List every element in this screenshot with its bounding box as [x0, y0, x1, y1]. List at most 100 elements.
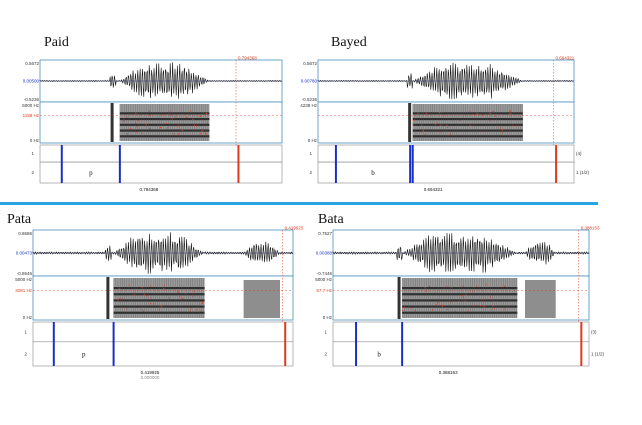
formant-dot [150, 297, 152, 299]
formant-dot [133, 294, 135, 296]
formant-dot [476, 131, 478, 133]
formant-dot [150, 285, 152, 287]
formant-dot [454, 310, 456, 312]
tier-2-frame [332, 341, 590, 367]
tier-1-frame [39, 144, 283, 163]
formant-dot [421, 124, 423, 126]
segment-label: b [377, 350, 381, 358]
burst-bar [397, 277, 401, 319]
segment-label: b [371, 169, 375, 177]
formant-dot [441, 304, 444, 306]
formant-dot [175, 115, 177, 117]
formant-dot [137, 120, 139, 122]
formant-dot [412, 124, 414, 126]
formant-dot [446, 308, 448, 310]
formant-dot [425, 112, 427, 114]
formant-dot [483, 305, 485, 307]
formant-dot [401, 309, 403, 311]
formant-dot [142, 131, 144, 133]
waveform-trace [32, 232, 293, 274]
spectrogram-voiced [402, 278, 518, 318]
cursor-time-label: 0.794368 [238, 56, 257, 61]
formant-dot [190, 110, 192, 112]
spectrogram-bottom-label: 0 Hz [308, 138, 318, 143]
formant-band [113, 305, 205, 308]
formant-band [402, 311, 518, 314]
formant-dot [177, 291, 179, 293]
formant-dot [462, 296, 465, 298]
formant-band [402, 293, 518, 296]
formant-dot [141, 287, 143, 289]
formant-dot [440, 131, 442, 133]
formant-dot [422, 130, 424, 132]
formant-dot [116, 298, 118, 300]
formant-band [119, 135, 210, 138]
formant-dot [163, 284, 165, 286]
formant-dot [469, 124, 471, 126]
formant-dot [192, 118, 194, 120]
frequency-cursor-label: 3281 Hz [15, 288, 33, 293]
panel-title-paid: Paid [44, 35, 69, 50]
formant-dot [135, 122, 137, 124]
formant-dot [201, 302, 203, 304]
formant-dot [181, 286, 183, 288]
cursor-time-label: 0.694321 [556, 56, 575, 61]
formant-dot [199, 133, 201, 135]
formant-dot [410, 307, 412, 309]
wave-mid-label: 0.00780 [301, 79, 318, 84]
formant-dot [473, 114, 476, 116]
formant-dot [143, 310, 145, 312]
wave-mid-label: 0.00473 [16, 251, 33, 256]
formant-dot [494, 115, 496, 117]
formant-dot [491, 309, 493, 311]
formant-dot [447, 126, 449, 128]
tier-1-label: 1 [31, 151, 34, 156]
wave-top-label: 0.5672 [303, 61, 317, 66]
formant-dot [148, 110, 150, 112]
formant-band [119, 123, 210, 126]
formant-dot [195, 309, 198, 311]
tier-1-frame [332, 321, 590, 343]
formant-dot [179, 296, 181, 298]
formant-dot [161, 306, 163, 308]
tier-count-label: (3) [591, 329, 597, 334]
formant-dot [136, 131, 138, 133]
formant-dot [490, 296, 492, 298]
tier-1-label: 1 [24, 329, 27, 334]
formant-dot [469, 111, 471, 113]
formant-dot [485, 284, 487, 286]
formant-dot [501, 132, 503, 134]
interval-count-label: 1 (1/2) [591, 351, 605, 356]
formant-dot [492, 305, 494, 307]
formant-dot [193, 124, 195, 126]
formant-dot [135, 112, 137, 114]
time-readout: 0.694321 [424, 187, 443, 192]
formant-dot [403, 306, 405, 309]
frequency-cursor-label: 67.7 Hz [316, 288, 332, 293]
formant-dot [205, 133, 207, 135]
formant-band [402, 299, 518, 302]
tier-1-frame [317, 144, 575, 163]
formant-dot [511, 125, 514, 127]
formant-band [113, 299, 205, 302]
formant-dot [121, 298, 123, 300]
formant-dot [500, 127, 502, 129]
wave-bottom-label: -0.5236 [24, 97, 40, 102]
formant-dot [428, 285, 431, 288]
formant-dot [173, 133, 175, 135]
formant-dot [166, 122, 168, 125]
formant-dot [435, 123, 437, 125]
formant-dot [489, 112, 491, 114]
tier-1-label: 1 [309, 151, 312, 156]
wave-top-label: 0.7527 [318, 231, 332, 236]
spectrogram-bottom-label: 0 Hz [323, 315, 333, 320]
formant-dot [480, 305, 482, 307]
formant-dot [149, 303, 152, 305]
spectrogram-bottom-label: 0 Hz [30, 138, 40, 143]
formant-dot [193, 290, 196, 292]
time-readout: 0.794368 [140, 187, 159, 192]
praat-panel-paid: 0.5672 0.00500 -0.5236 5000 Hz 0 Hz 1188 Hz 0.… [22, 56, 294, 193]
formant-dot [204, 132, 206, 134]
